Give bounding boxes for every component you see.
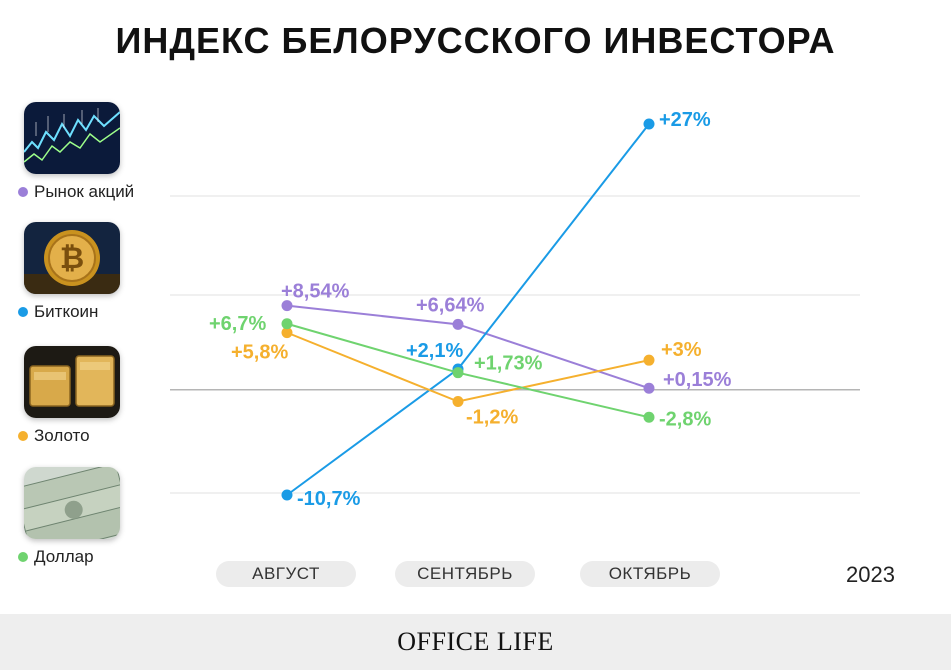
line-chart: +8,54% +6,64% +0,15% -10,7% +2,1% +27% +5,8% -1… (170, 109, 860, 510)
month-label: СЕНТЯБРЬ (395, 561, 535, 587)
legend-label-stocks: Рынок акций (34, 182, 135, 201)
footer-brand: OFFICE LIFE (0, 614, 951, 670)
month-label: ОКТЯБРЬ (580, 561, 720, 587)
legend-dot (18, 187, 28, 197)
svg-text:₿: ₿ (60, 241, 84, 276)
data-label-gold: +3% (661, 339, 702, 361)
data-label-stocks: +6,64% (416, 294, 485, 316)
legend-item-bitcoin: ₿ Биткоин (18, 222, 178, 322)
data-point-dollar (643, 411, 655, 423)
legend-dot (18, 307, 28, 317)
legend-dot (18, 431, 28, 441)
month-label: АВГУСТ (216, 561, 356, 587)
data-point-bitcoin (643, 118, 655, 130)
data-label-bitcoin: +27% (659, 109, 711, 131)
data-label-stocks: +0,15% (663, 369, 732, 391)
data-point-gold (643, 354, 655, 366)
data-label-dollar: +1,73% (474, 353, 543, 375)
data-point-gold (452, 396, 464, 408)
legend-dot (18, 552, 28, 562)
data-point-dollar (281, 318, 293, 330)
data-label-bitcoin: +2,1% (406, 340, 463, 362)
data-point-stocks (452, 318, 464, 330)
data-point-dollar (452, 367, 464, 379)
data-label-dollar: +6,7% (209, 313, 266, 335)
data-label-stocks: +8,54% (281, 281, 350, 303)
data-point-bitcoin (281, 489, 293, 501)
data-label-gold: -1,2% (466, 407, 518, 429)
year-label: 2023 (846, 562, 895, 587)
gold-bars-image (24, 346, 120, 418)
legend-label-dollar: Доллар (34, 547, 94, 566)
legend-item-stocks: Рынок акций (18, 102, 178, 202)
data-label-dollar: -2,8% (659, 408, 711, 430)
data-point-stocks (643, 382, 655, 394)
data-label-gold: +5,8% (231, 342, 288, 364)
bitcoin-image: ₿ (24, 222, 120, 294)
page-title: ИНДЕКС БЕЛОРУССКОГО ИНВЕСТОРА (115, 20, 836, 61)
legend-item-dollar: Доллар (18, 467, 178, 567)
series-line-gold (286, 331, 650, 403)
legend-item-gold: Золото (18, 346, 178, 446)
legend-label-gold: Золото (34, 426, 90, 445)
data-label-bitcoin: -10,7% (297, 488, 361, 510)
dollar-bills-image (24, 467, 120, 539)
stock-chart-image (24, 102, 120, 174)
data-point-gold (281, 327, 293, 339)
data-point-stocks (281, 300, 293, 312)
legend-label-bitcoin: Биткоин (34, 302, 99, 321)
